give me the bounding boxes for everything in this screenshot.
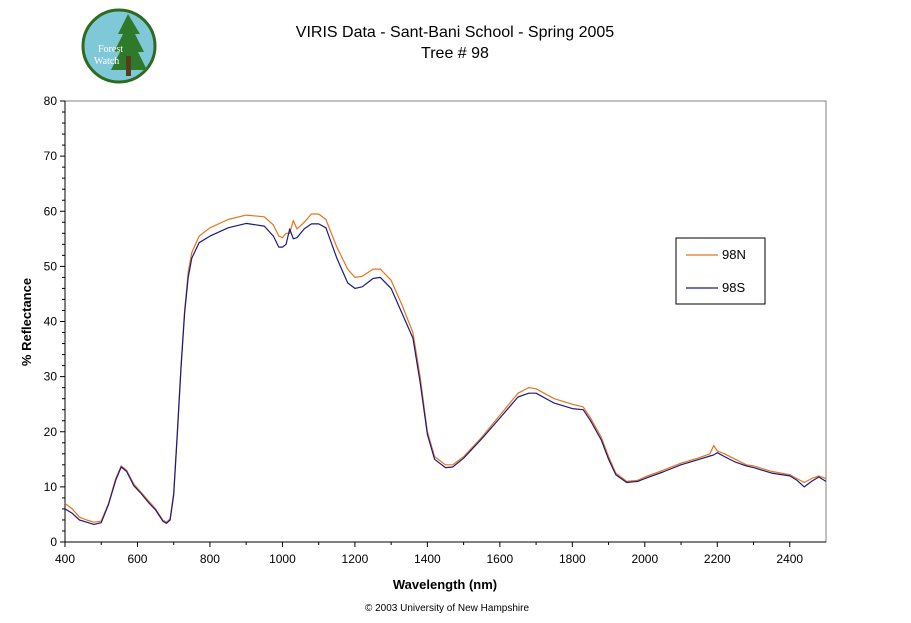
x-tick-label: 1800: [559, 552, 586, 566]
y-tick-label: 20: [44, 425, 58, 439]
x-tick-label: 400: [55, 552, 75, 566]
y-tick-label: 30: [44, 370, 58, 384]
copyright-text: © 2003 University of New Hampshire: [365, 603, 530, 614]
y-tick-label: 50: [44, 259, 58, 273]
legend: 98N 98S: [675, 237, 766, 305]
x-tick-label: 2200: [704, 552, 731, 566]
x-axis-label: Wavelength (nm): [393, 577, 497, 592]
series-line-98s: [64, 222, 827, 526]
x-tick-label: 1200: [342, 552, 369, 566]
tree-trunk: [126, 56, 131, 76]
y-axis-label: % Reflectance: [19, 278, 34, 366]
x-tick-label: 1400: [414, 552, 441, 566]
logo-text-line2: Watch: [94, 56, 119, 67]
plot-frame: [64, 100, 827, 543]
x-tick-label: 1000: [269, 552, 296, 566]
y-tick-label: 10: [44, 480, 58, 494]
y-tick-label: 60: [44, 204, 58, 218]
forest-watch-logo: Forest Watch: [81, 8, 157, 84]
series-layer: [64, 213, 827, 526]
legend-label-98s: 98S: [722, 280, 745, 295]
x-tick-label: 1600: [487, 552, 514, 566]
x-tick-label: 800: [200, 552, 220, 566]
x-tick-label: 600: [127, 552, 147, 566]
tree-icon: [111, 14, 147, 76]
y-tick-label: 70: [44, 149, 58, 163]
x-tick-label: 2000: [631, 552, 658, 566]
legend-box: [675, 237, 766, 305]
x-axis-ticks: 400 600 800 1000 1200 1400 1600 1800 2000 2200 240…: [55, 542, 803, 566]
chart-title: VIRIS Data - Sant-Bani School - Spring 2…: [296, 24, 614, 41]
y-tick-label: 40: [44, 315, 58, 329]
y-tick-label: 80: [44, 94, 58, 108]
series-line-98n: [64, 213, 827, 523]
y-tick-label: 0: [50, 535, 57, 549]
legend-label-98n: 98N: [722, 247, 746, 262]
x-tick-label: 2400: [776, 552, 803, 566]
logo-text-line1: Forest: [98, 44, 123, 55]
chart-subtitle: Tree # 98: [421, 45, 489, 62]
y-axis-ticks: 0 10 20 30 40 50 60 70 80: [44, 94, 65, 549]
